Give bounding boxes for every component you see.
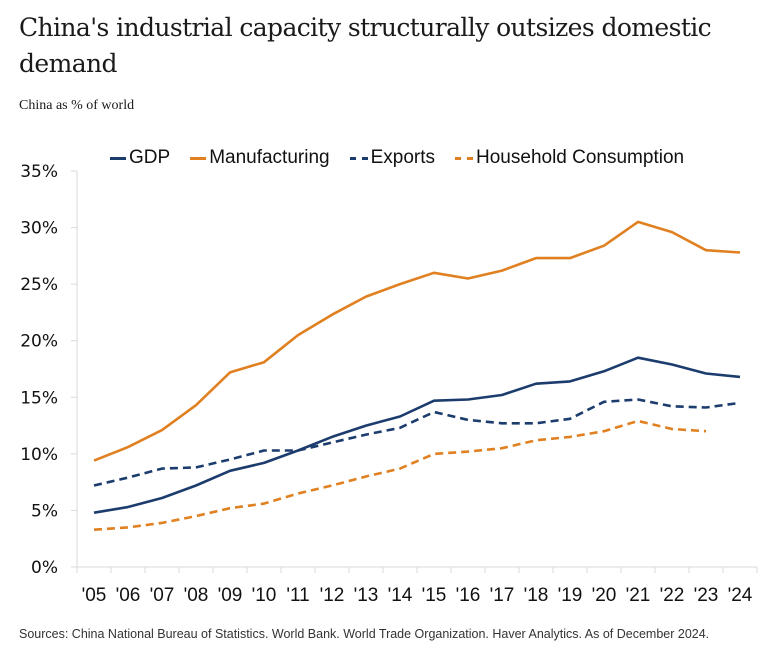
y-tick-label: 5% xyxy=(31,501,58,521)
series-line-exports xyxy=(93,398,741,487)
x-tick-label: '24 xyxy=(728,585,753,606)
x-tick-label: '21 xyxy=(626,585,651,606)
x-tick-label: '16 xyxy=(456,585,481,606)
x-tick-label: '17 xyxy=(490,585,515,606)
series-line-manufacturing xyxy=(93,220,741,462)
y-tick-label: 30% xyxy=(20,219,58,239)
x-tick-label: '10 xyxy=(252,585,277,606)
legend-item-household-consumption: Household Consumption xyxy=(455,147,684,169)
series-line-gdp xyxy=(93,356,741,514)
y-tick-label: 35% xyxy=(20,162,58,182)
series-line-household-consumption xyxy=(93,419,707,531)
x-tick-label: '19 xyxy=(558,585,583,606)
legend-swatch-household-consumption xyxy=(455,156,474,160)
x-tick-label: '20 xyxy=(592,585,617,606)
x-tick-label: '09 xyxy=(218,585,243,606)
x-tick-label: '22 xyxy=(660,585,685,606)
legend-swatch-manufacturing xyxy=(190,156,207,160)
x-tick-label: '14 xyxy=(388,585,413,606)
legend-item-gdp: GDP xyxy=(110,147,170,169)
y-tick-label: 20% xyxy=(20,332,58,352)
x-tick-label: '07 xyxy=(150,585,175,606)
legend-swatch-exports xyxy=(349,156,368,160)
y-axis-ticks: 0% 5% 10% 15% 20% 25% 30% 35% xyxy=(20,162,77,578)
x-tick-label: '12 xyxy=(320,585,345,606)
legend-label-household-consumption: Household Consumption xyxy=(476,147,685,168)
y-tick-label: 15% xyxy=(20,388,58,408)
axes xyxy=(76,171,757,568)
chart-subtitle: China as % of world xyxy=(19,98,135,113)
series-lines xyxy=(93,220,741,531)
x-tick-label: '15 xyxy=(422,585,447,606)
legend-label-manufacturing: Manufacturing xyxy=(209,147,330,168)
x-tick-label: '13 xyxy=(354,585,379,606)
legend-label-gdp: GDP xyxy=(129,147,171,168)
legend-swatch-gdp xyxy=(110,156,126,160)
x-tick-label: '18 xyxy=(524,585,549,606)
y-tick-label: 25% xyxy=(20,275,58,295)
source-note: Sources: China National Bureau of Statis… xyxy=(19,627,710,641)
legend-label-exports: Exports xyxy=(370,147,436,168)
x-tick-label: '23 xyxy=(694,585,719,606)
x-tick-label: '06 xyxy=(116,585,141,606)
chart-title: China's industrial capacity structurally… xyxy=(19,13,712,78)
legend-item-manufacturing: Manufacturing xyxy=(190,147,330,169)
y-tick-label: 10% xyxy=(20,445,58,465)
x-tick-label: '05 xyxy=(82,585,107,606)
legend-item-exports: Exports xyxy=(349,147,436,169)
legend: GDP Manufacturing Exports Household Cons… xyxy=(110,147,684,169)
x-axis-ticks: '05 '06 '07 '08 '09 '10 '11 '12 '13 '14 '15 '16 '17 '… xyxy=(76,567,758,606)
x-tick-label: '11 xyxy=(286,585,309,606)
y-tick-label: 0% xyxy=(31,558,58,578)
x-tick-label: '08 xyxy=(184,585,209,606)
